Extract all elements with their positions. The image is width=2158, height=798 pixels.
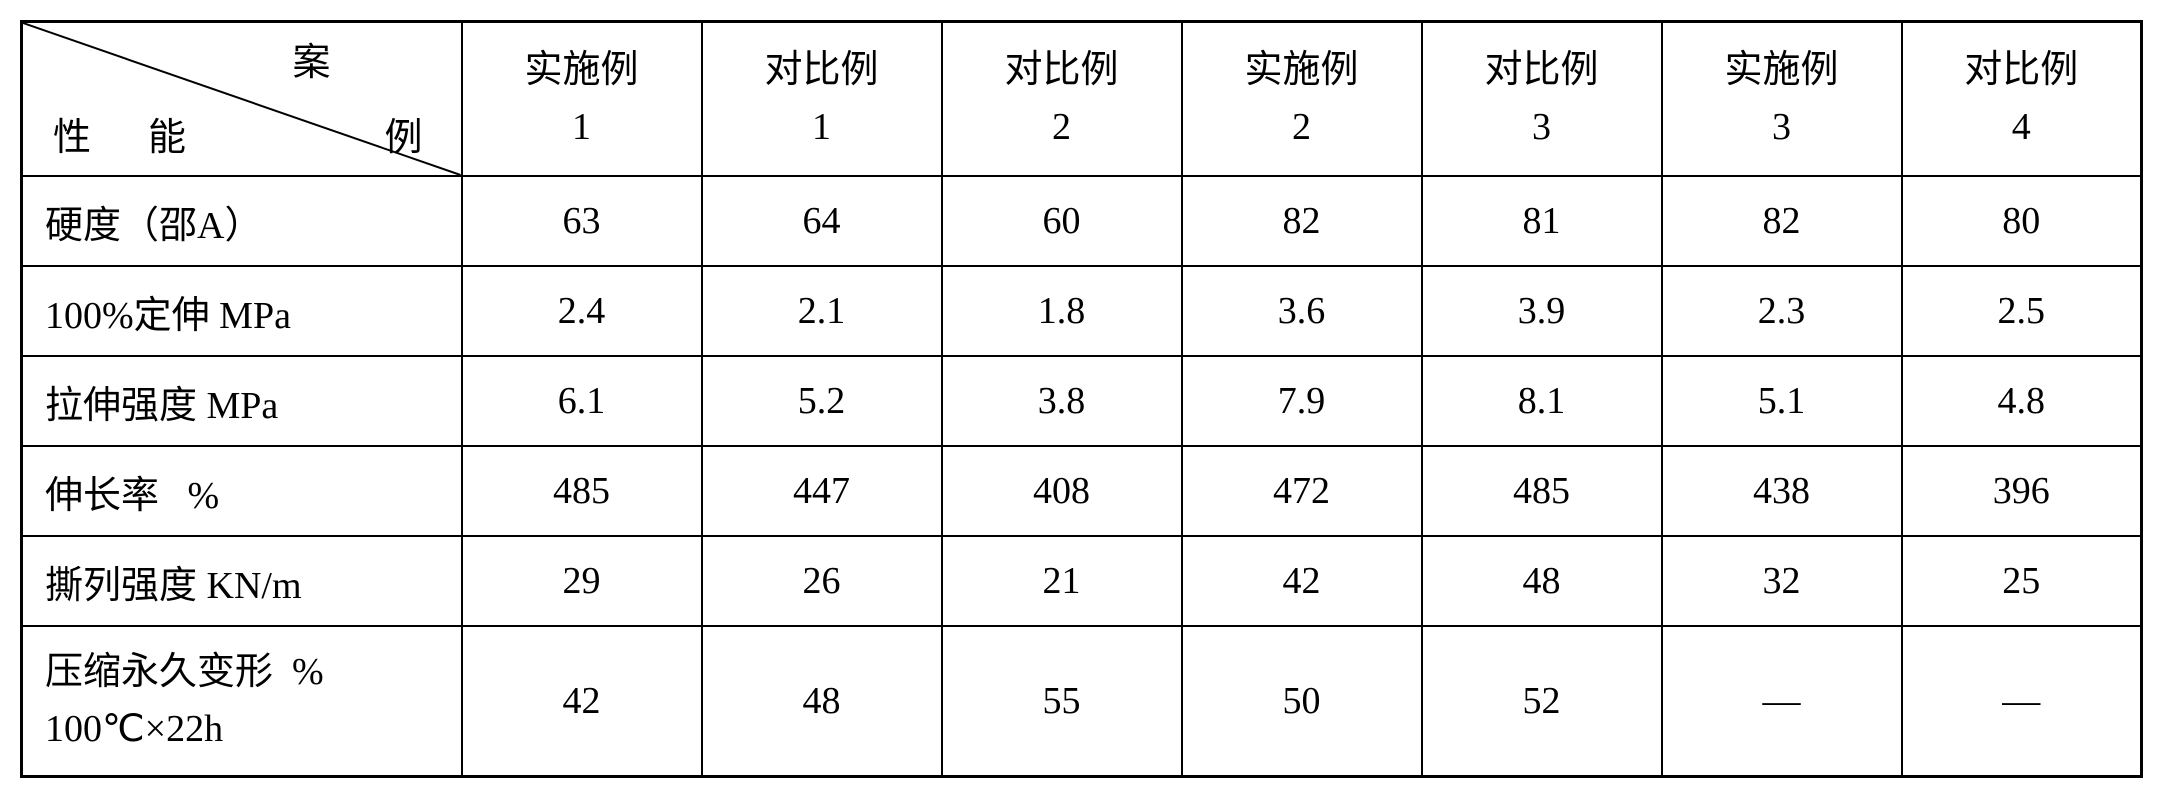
col-head-l1: 对比例: [1903, 42, 2141, 99]
table-row: 压缩永久变形 % 100℃×22h4248555052——: [22, 626, 2142, 777]
data-cell: 2.4: [462, 266, 702, 356]
col-head-l1: 实施例: [463, 42, 701, 99]
data-cell: 6.1: [462, 356, 702, 446]
data-cell: 2.1: [702, 266, 942, 356]
data-cell: 447: [702, 446, 942, 536]
data-cell: 396: [1902, 446, 2142, 536]
col-head-l1: 对比例: [943, 42, 1181, 99]
data-cell: 60: [942, 176, 1182, 266]
data-cell: 63: [462, 176, 702, 266]
row-label: 伸长率 %: [22, 446, 462, 536]
table-row: 伸长率 %485447408472485438396: [22, 446, 2142, 536]
data-cell: 81: [1422, 176, 1662, 266]
data-cell: 25: [1902, 536, 2142, 626]
col-head-l1: 实施例: [1663, 42, 1901, 99]
corner-top: 案: [292, 31, 330, 86]
col-head: 对比例 1: [702, 22, 942, 177]
corner-bot-right: 能: [148, 106, 186, 161]
data-cell: 1.8: [942, 266, 1182, 356]
corner-bot-left: 性: [53, 106, 91, 161]
data-cell: 32: [1662, 536, 1902, 626]
data-cell: 8.1: [1422, 356, 1662, 446]
data-cell: 485: [462, 446, 702, 536]
col-head-l2: 4: [1903, 99, 2141, 156]
data-cell: 408: [942, 446, 1182, 536]
data-cell: 26: [702, 536, 942, 626]
row-label: 100%定伸 MPa: [22, 266, 462, 356]
table-row: 100%定伸 MPa2.42.11.83.63.92.32.5: [22, 266, 2142, 356]
data-cell: 485: [1422, 446, 1662, 536]
data-cell: 82: [1182, 176, 1422, 266]
data-cell: 3.9: [1422, 266, 1662, 356]
col-head-l1: 对比例: [703, 42, 941, 99]
data-cell: 4.8: [1902, 356, 2142, 446]
corner-mid: 例: [384, 106, 422, 161]
row-label: 压缩永久变形 % 100℃×22h: [22, 626, 462, 777]
corner-cell: 案 例 性 能: [22, 22, 462, 177]
row-label: 撕列强度 KN/m: [22, 536, 462, 626]
col-head: 实施例 1: [462, 22, 702, 177]
col-head: 实施例 3: [1662, 22, 1902, 177]
row-label: 拉伸强度 MPa: [22, 356, 462, 446]
row-label: 硬度（邵A）: [22, 176, 462, 266]
data-cell: 52: [1422, 626, 1662, 777]
col-head: 对比例 2: [942, 22, 1182, 177]
data-cell: 3.6: [1182, 266, 1422, 356]
data-cell: 438: [1662, 446, 1902, 536]
header-row: 案 例 性 能 实施例 1 对比例 1 对比例 2 实施例 2 对比: [22, 22, 2142, 177]
data-cell: 50: [1182, 626, 1422, 777]
col-head-l2: 3: [1663, 99, 1901, 156]
data-cell: 7.9: [1182, 356, 1422, 446]
col-head-l2: 1: [463, 99, 701, 156]
col-head-l2: 2: [943, 99, 1181, 156]
table-row: 拉伸强度 MPa6.15.23.87.98.15.14.8: [22, 356, 2142, 446]
col-head-l2: 2: [1183, 99, 1421, 156]
data-cell: 42: [1182, 536, 1422, 626]
properties-table: 案 例 性 能 实施例 1 对比例 1 对比例 2 实施例 2 对比: [20, 20, 2143, 778]
data-cell: 48: [702, 626, 942, 777]
data-cell: 5.2: [702, 356, 942, 446]
data-cell: —: [1662, 626, 1902, 777]
col-head: 对比例 4: [1902, 22, 2142, 177]
data-cell: —: [1902, 626, 2142, 777]
col-head: 对比例 3: [1422, 22, 1662, 177]
table-row: 撕列强度 KN/m29262142483225: [22, 536, 2142, 626]
data-cell: 29: [462, 536, 702, 626]
data-cell: 2.5: [1902, 266, 2142, 356]
table-row: 硬度（邵A）63646082818280: [22, 176, 2142, 266]
col-head-l1: 对比例: [1423, 42, 1661, 99]
data-cell: 82: [1662, 176, 1902, 266]
data-cell: 48: [1422, 536, 1662, 626]
data-cell: 2.3: [1662, 266, 1902, 356]
col-head-l1: 实施例: [1183, 42, 1421, 99]
data-cell: 64: [702, 176, 942, 266]
col-head-l2: 3: [1423, 99, 1661, 156]
col-head-l2: 1: [703, 99, 941, 156]
data-cell: 80: [1902, 176, 2142, 266]
data-cell: 472: [1182, 446, 1422, 536]
data-cell: 21: [942, 536, 1182, 626]
data-cell: 42: [462, 626, 702, 777]
data-cell: 3.8: [942, 356, 1182, 446]
table-body: 硬度（邵A）63646082818280100%定伸 MPa2.42.11.83…: [22, 176, 2142, 777]
data-cell: 55: [942, 626, 1182, 777]
col-head: 实施例 2: [1182, 22, 1422, 177]
data-cell: 5.1: [1662, 356, 1902, 446]
